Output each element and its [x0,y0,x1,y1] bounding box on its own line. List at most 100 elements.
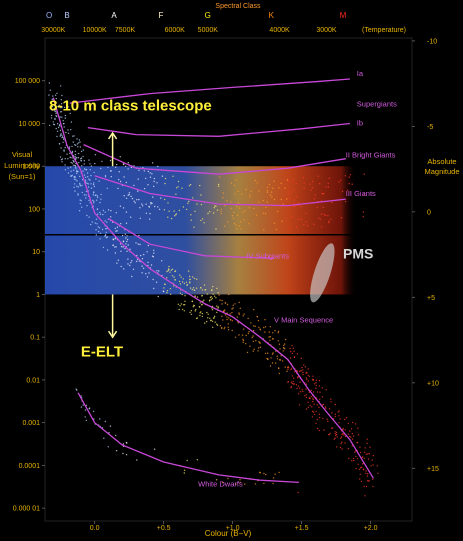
star-point [277,332,279,334]
star-point [371,459,373,461]
star-point [318,385,320,387]
star-point [48,94,50,96]
star-point [127,194,129,196]
star-point [99,211,101,214]
star-point [305,396,308,399]
star-point [188,185,191,187]
star-point [217,185,220,187]
star-point [328,434,330,436]
star-point [338,410,340,412]
star-point [153,177,156,180]
star-point [359,446,361,448]
star-point [334,431,336,433]
y-axis-label-line1: Visual [12,150,33,159]
star-point [293,205,296,207]
star-point [253,348,255,350]
star-point [236,316,239,318]
star-point [312,391,315,393]
star-point [296,353,298,355]
star-point [248,223,250,225]
star-point [203,299,205,301]
star-point [298,393,300,395]
sequence-label: Ib [357,118,363,127]
star-point [123,268,125,270]
star-point [104,420,107,423]
star-point [122,246,124,248]
star-point [184,300,186,302]
star-point [268,336,270,338]
star-point [175,193,177,195]
star-point [241,193,243,196]
star-point [289,191,291,193]
star-point [61,161,63,163]
star-point [170,293,172,295]
star-point [252,335,254,337]
star-point [94,222,97,224]
spectral-class-label: G [205,11,211,20]
star-point [49,89,51,91]
star-point [297,202,299,204]
star-point [125,454,128,456]
star-point [351,460,353,462]
star-point [213,315,216,318]
star-point [54,117,56,120]
star-point [172,175,174,177]
temperature-tick-label: 7500K [115,27,136,34]
y-tick-label: 1 000 [22,164,40,171]
spectral-class-label: A [111,11,117,20]
star-point [59,135,61,137]
mag-tick-label: +15 [427,466,439,473]
star-point [221,303,223,305]
star-point [183,310,185,312]
star-point [99,201,101,204]
star-point [304,395,306,397]
star-point [182,206,185,208]
star-point [293,383,295,385]
star-point [349,435,351,438]
star-point [254,325,256,327]
sequence-label: III Giants [346,189,376,198]
star-point [340,436,343,438]
star-point [237,322,239,324]
star-point [328,177,330,179]
star-point [293,179,295,181]
star-point [147,170,149,173]
star-point [209,317,211,319]
star-point [140,254,142,257]
star-point [254,483,257,485]
star-point [74,166,77,168]
star-point [292,383,294,385]
magnitude-axis-label: Absolute [427,157,456,166]
star-point [267,358,269,361]
star-point [89,179,91,181]
star-point [365,470,367,472]
star-point [121,234,124,237]
star-point [292,347,294,349]
star-point [80,158,82,160]
star-point [313,198,316,200]
star-point [147,261,149,264]
star-point [192,306,194,308]
star-point [316,207,318,209]
star-point [369,446,371,448]
star-point [178,209,181,212]
star-point [136,258,139,261]
star-point [316,427,319,430]
star-point [143,188,146,190]
star-point [240,228,242,230]
star-point [233,211,235,214]
annotation-text: E-ELT [81,344,123,361]
star-point [223,328,225,330]
star-point [234,336,237,338]
star-point [245,343,247,345]
star-point [217,183,220,186]
star-point [211,289,213,291]
star-point [175,214,177,216]
star-point [372,454,375,457]
star-point [300,357,302,360]
star-point [76,157,78,159]
star-point [173,285,175,287]
star-point [231,320,233,322]
star-point [189,183,192,186]
star-point [321,387,323,389]
